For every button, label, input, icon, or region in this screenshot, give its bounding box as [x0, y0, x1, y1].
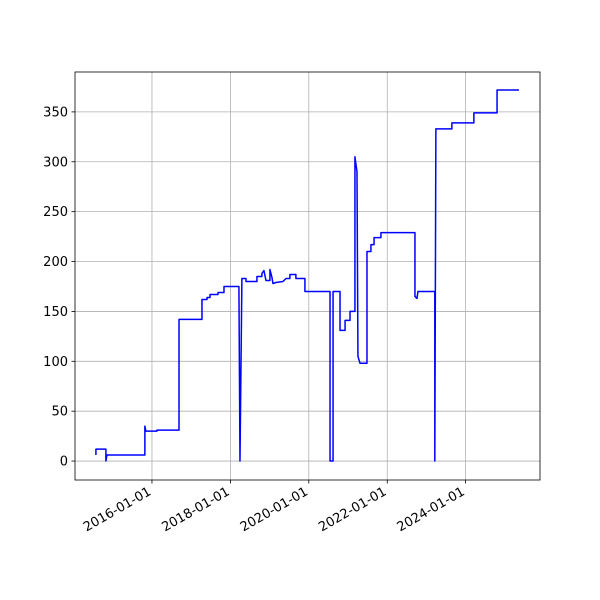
- x-tick-label: 2018-01-01: [159, 484, 232, 535]
- y-tick-label: 200: [43, 255, 68, 270]
- y-tick-label: 100: [43, 355, 68, 370]
- y-tick-label: 350: [43, 105, 68, 120]
- y-tick-label: 50: [51, 405, 68, 420]
- y-tick-label: 250: [43, 205, 68, 220]
- x-tick-label: 2024-01-01: [395, 484, 468, 535]
- y-tick-label: 0: [60, 455, 68, 470]
- x-tick-label: 2016-01-01: [81, 484, 154, 535]
- x-tick-label: 2020-01-01: [238, 484, 311, 535]
- plot-frame: [74, 71, 541, 481]
- data-line: [95, 89, 519, 462]
- y-tick-label: 150: [43, 305, 68, 320]
- x-tick-label: 2022-01-01: [316, 484, 389, 535]
- y-tick-label: 300: [43, 155, 68, 170]
